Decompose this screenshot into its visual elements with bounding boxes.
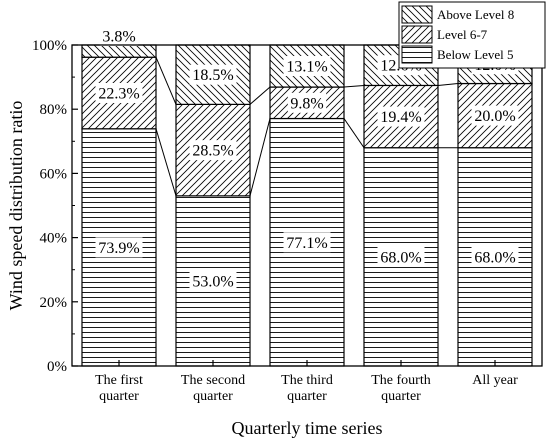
series-links-layer <box>155 57 459 197</box>
legend-label-2: Level 6-7 <box>437 27 488 42</box>
x-tick-label-4: The fourth quarter <box>371 373 430 404</box>
data-label-bg <box>99 26 139 46</box>
legend-label-1: Above Level 8 <box>437 7 514 22</box>
series-link-2-2 <box>249 86 271 105</box>
data-label-1-3: 77.1% <box>286 235 327 252</box>
axes-layer: 0% 20% 40% 60% 80% 100% The first quarter The se… <box>6 38 543 438</box>
series-link-2-1 <box>155 57 177 105</box>
data-label-3-3: 13.1% <box>286 59 327 76</box>
y-tick-label: 20% <box>40 295 68 311</box>
data-label-2-4: 19.4% <box>380 109 421 126</box>
y-axis-title: Wind speed distribution ratio <box>6 101 26 311</box>
legend: Above Level 8 Level 6-7 Below Level 5 <box>398 1 546 69</box>
series-link-1-1 <box>155 128 177 197</box>
data-label-bg <box>189 64 237 85</box>
data-label-bg <box>189 270 237 291</box>
data-label-1-4: 68.0% <box>380 249 421 266</box>
x-axis-title: Quarterly time series <box>232 418 383 438</box>
data-label-bg <box>377 106 425 127</box>
series-link-1-2 <box>249 118 271 196</box>
data-label-bg <box>377 246 425 267</box>
data-label-bg <box>287 92 327 113</box>
series-link-1-3 <box>343 118 365 149</box>
series-link-2-4 <box>437 83 459 86</box>
data-label-bg <box>283 56 331 77</box>
data-label-bg <box>95 237 143 258</box>
data-label-2-1: 22.3% <box>98 85 139 102</box>
y-tick-label: 40% <box>40 231 68 247</box>
data-label-1-2: 53.0% <box>192 273 233 290</box>
y-tick-label: 60% <box>40 166 68 182</box>
data-label-1-1: 73.9% <box>98 240 139 257</box>
data-label-3-2: 18.5% <box>192 67 233 84</box>
data-label-2-5: 20.0% <box>474 108 515 125</box>
data-label-bg <box>471 105 519 126</box>
y-tick-label: 80% <box>40 102 68 118</box>
x-tick-label-2: The second quarter <box>181 373 245 404</box>
data-label-bg <box>283 232 331 253</box>
legend-label-3: Below Level 5 <box>437 47 514 62</box>
legend-swatch-2 <box>401 25 433 44</box>
x-tick-label-3: The third quarter <box>281 373 333 404</box>
series-link-2-3 <box>343 84 365 88</box>
legend-swatch-1 <box>401 5 433 24</box>
y-tick-label: 100% <box>32 38 67 54</box>
bar-3-1 <box>81 44 157 58</box>
legend-swatch-3 <box>401 45 433 64</box>
x-tick-label-1: The first quarter <box>95 373 143 404</box>
data-label-3-1: 3.8% <box>102 29 135 46</box>
data-label-1-5: 68.0% <box>474 249 515 266</box>
data-label-2-3: 9.8% <box>290 95 323 112</box>
x-tick-label-5: All year <box>472 373 518 388</box>
y-tick-label: 0% <box>47 359 67 375</box>
data-label-bg <box>471 246 519 267</box>
data-label-2-2: 28.5% <box>192 143 233 160</box>
data-label-bg <box>95 82 143 103</box>
data-label-bg <box>189 140 237 161</box>
